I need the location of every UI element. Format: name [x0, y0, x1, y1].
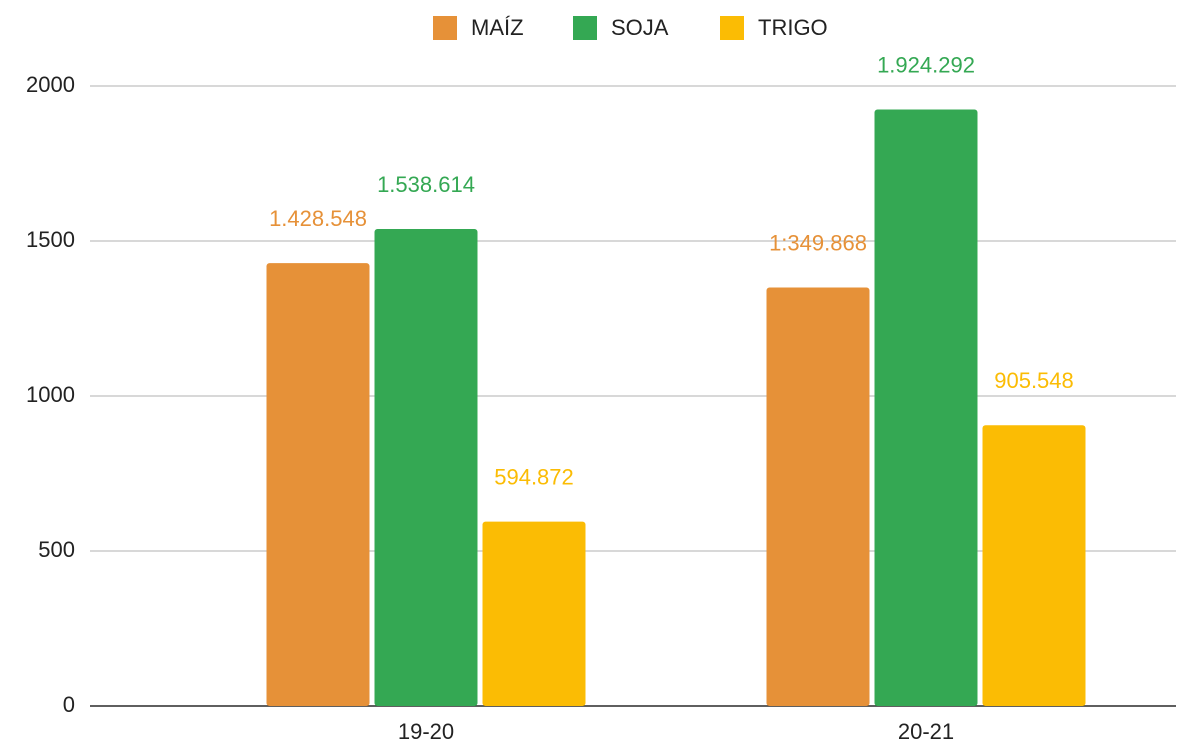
- x-tick-label: 20-21: [898, 719, 954, 744]
- y-tick-label: 0: [63, 692, 75, 717]
- x-tick-label: 19-20: [398, 719, 454, 744]
- bar: [374, 229, 478, 706]
- bar: [482, 521, 586, 706]
- y-tick-label: 1500: [26, 227, 75, 252]
- y-tick-label: 2000: [26, 72, 75, 97]
- legend-label: TRIGO: [758, 15, 828, 40]
- legend-label: SOJA: [611, 15, 669, 40]
- bar: [766, 287, 870, 706]
- data-label: 1:349.868: [769, 230, 867, 255]
- legend-swatch: [433, 16, 457, 40]
- data-label: 1.538.614: [377, 172, 475, 197]
- data-label: 905.548: [994, 368, 1074, 393]
- data-label: 1.924.292: [877, 52, 975, 77]
- y-tick-label: 1000: [26, 382, 75, 407]
- bar: [874, 109, 978, 706]
- bar: [982, 425, 1086, 706]
- bar: [266, 263, 370, 706]
- legend-label: MAÍZ: [471, 15, 524, 40]
- data-label: 1.428.548: [269, 206, 367, 231]
- legend-swatch: [720, 16, 744, 40]
- y-tick-label: 500: [38, 537, 75, 562]
- legend-swatch: [573, 16, 597, 40]
- data-label: 594.872: [494, 464, 574, 489]
